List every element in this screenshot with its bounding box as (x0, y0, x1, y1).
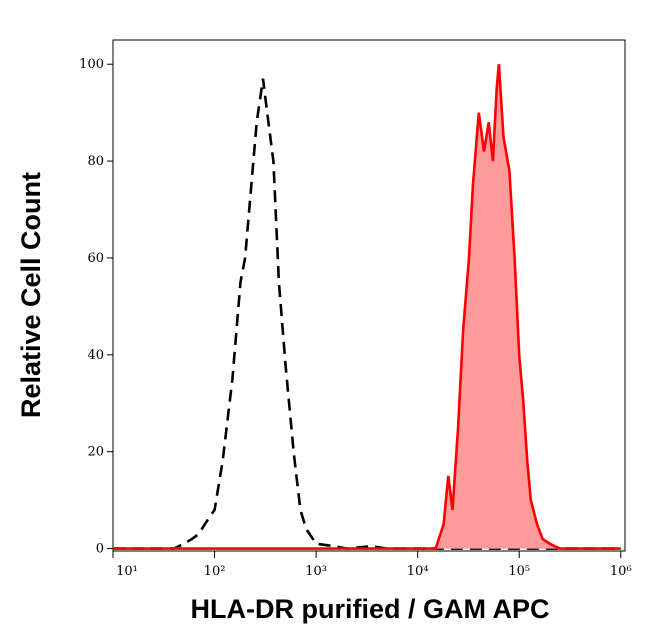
plot-frame (112, 39, 626, 552)
x-tick-label: 10³ (305, 564, 327, 579)
line (113, 64, 621, 550)
line (113, 78, 621, 550)
area (113, 64, 621, 549)
x-tick-label: 10² (204, 564, 226, 579)
x-tick-label: 10¹ (116, 564, 138, 579)
y-tick-label: 60 (87, 251, 104, 266)
y-axis-title: Relative Cell Count (16, 172, 46, 418)
y-tick-label: 100 (79, 57, 104, 72)
y-tick-label: 40 (87, 348, 104, 363)
y-tick-label: 80 (87, 154, 104, 169)
y-tick-label: 20 (87, 445, 104, 460)
x-tick-label: 10⁴ (407, 564, 429, 579)
y-tick-label: 0 (96, 542, 104, 557)
x-tick-label: 10⁶ (610, 564, 632, 579)
x-tick-label: 10⁵ (508, 564, 530, 579)
x-axis-title: HLA-DR purified / GAM APC (191, 594, 550, 624)
